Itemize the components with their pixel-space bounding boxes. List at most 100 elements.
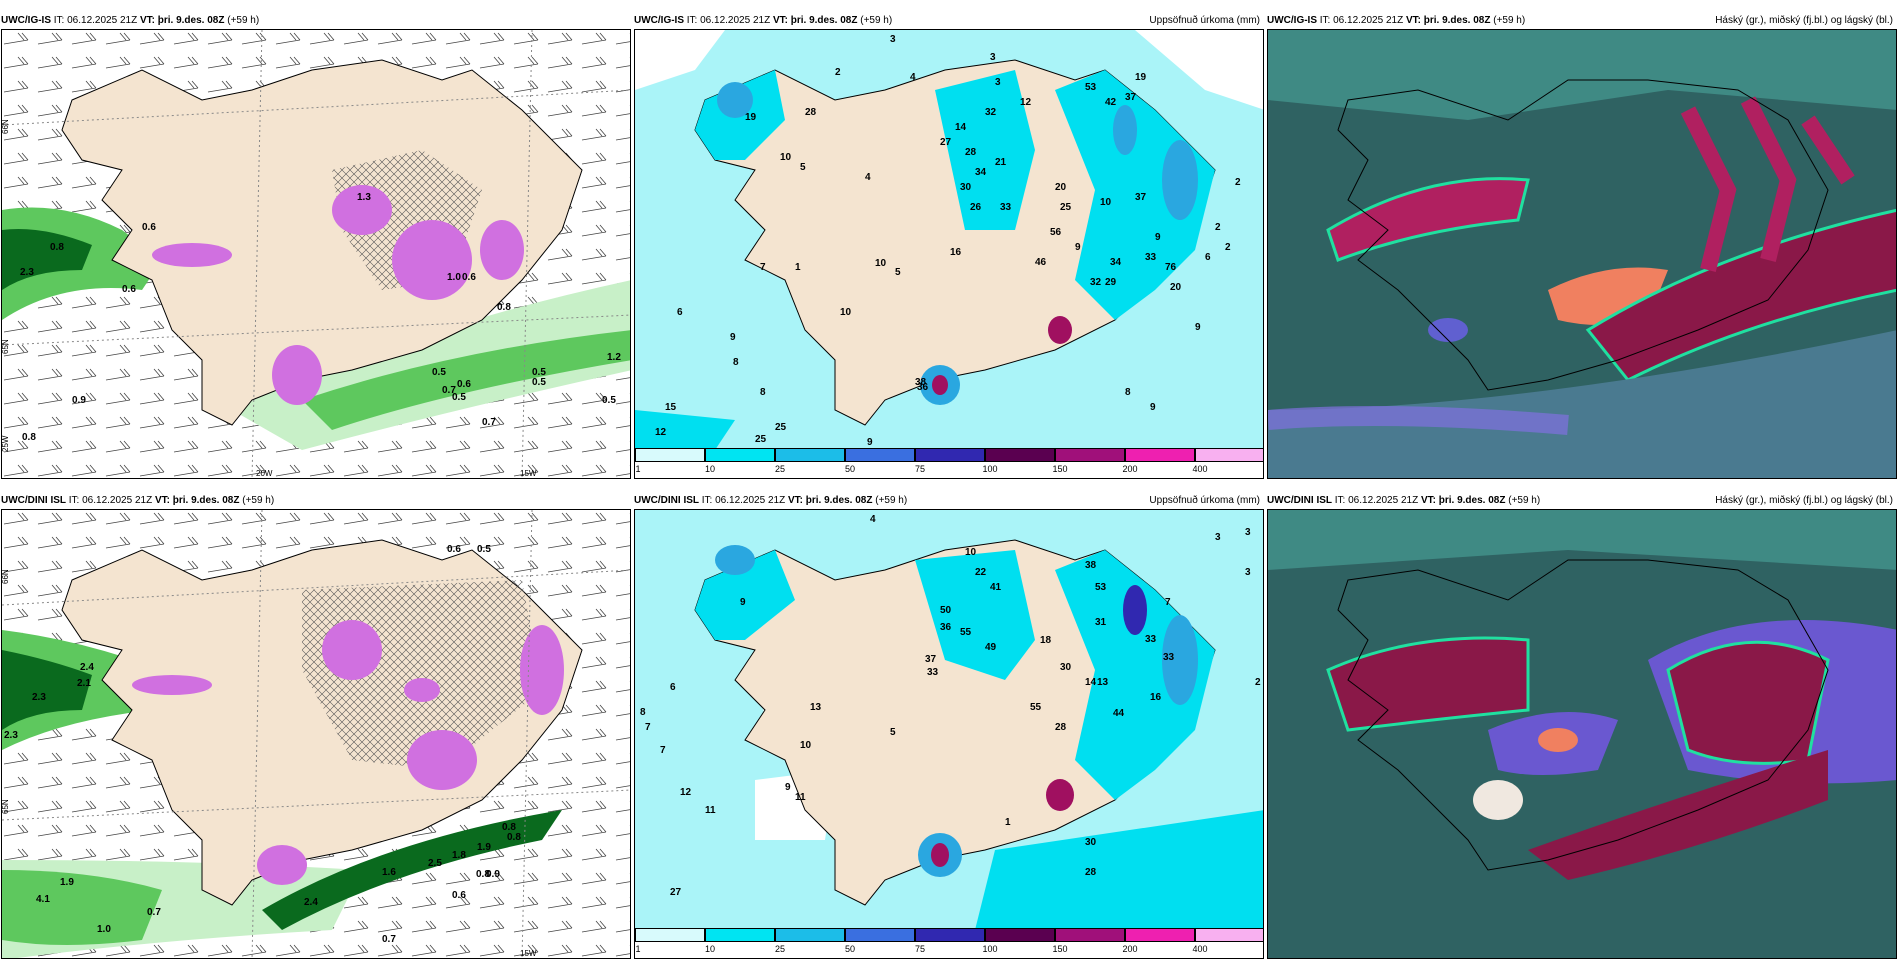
value-label: 3 xyxy=(890,34,896,45)
value-label: 10 xyxy=(780,152,792,163)
value-label: 25 xyxy=(775,422,787,433)
colorbar-swatch xyxy=(915,448,985,462)
value-label: 53 xyxy=(1095,582,1107,593)
value-label: 7 xyxy=(645,722,651,733)
value-label: 55 xyxy=(1030,702,1042,713)
value-label: 9 xyxy=(785,782,791,793)
value-label: 0.9 xyxy=(72,395,86,406)
value-label: 37 xyxy=(1125,92,1137,103)
colorbar-swatch xyxy=(915,928,985,942)
value-label: 22 xyxy=(975,567,987,578)
precip-purple-south xyxy=(257,845,307,885)
colorbar-tick: 75 xyxy=(914,464,926,474)
value-label: 0.6 xyxy=(457,379,471,390)
variable-title: Háský (gr.), miðský (fj.bl.) og lágský (… xyxy=(1715,15,1893,26)
colorbar-tick: 200 xyxy=(1122,944,1138,954)
value-label: 1.9 xyxy=(477,842,491,853)
colorbar-tick: 25 xyxy=(774,944,786,954)
colorbar-tick: 150 xyxy=(1052,464,1068,474)
value-label: 42 xyxy=(1105,97,1117,108)
lon-line xyxy=(521,30,533,478)
model-name: UWC/IG-IS xyxy=(1267,15,1317,26)
value-label: 12 xyxy=(655,427,667,438)
precip-purple-south xyxy=(272,345,322,405)
value-label: 2 xyxy=(1255,677,1261,688)
value-label: 0.6 xyxy=(452,890,466,901)
value-label: 3 xyxy=(990,52,996,63)
value-label: 10 xyxy=(965,547,977,558)
precip-purple-north xyxy=(332,185,392,235)
precip-purple-east xyxy=(392,220,472,300)
colorbar-swatch xyxy=(635,928,705,942)
value-label: 0.6 xyxy=(142,222,156,233)
value-label: 4 xyxy=(910,72,916,83)
axis-label: 20W xyxy=(256,469,273,478)
cloud-orange-spot xyxy=(1538,728,1578,752)
map-wind-precip: 2.4 2.1 2.3 2.3 1.9 4.1 1.0 0.7 2.4 1.6 … xyxy=(1,509,631,959)
precip-max-south xyxy=(932,375,948,395)
vt-value: þri. 9.des. 08Z xyxy=(157,15,225,26)
colorbar-tick: 10 xyxy=(704,464,716,474)
value-label: 0.5 xyxy=(532,367,546,378)
value-label: 9 xyxy=(1195,322,1201,333)
vt-value: þri. 9.des. 08Z xyxy=(1438,495,1506,506)
value-label: 16 xyxy=(950,247,962,258)
lead-time: (+59 h) xyxy=(1493,15,1526,26)
value-label: 27 xyxy=(940,137,952,148)
panel-bottom-clouds: UWC/DINI ISL IT: 06.12.2025 21Z VT: þri.… xyxy=(1267,494,1897,959)
value-label: 9 xyxy=(867,437,873,448)
value-label: 16 xyxy=(1150,692,1162,703)
panel-top-wind-precip: UWC/IG-IS IT: 06.12.2025 21Z VT: þri. 9.… xyxy=(1,14,631,479)
value-label: 49 xyxy=(985,642,997,653)
panel-title: UWC/DINI ISL IT: 06.12.2025 21Z VT: þri.… xyxy=(634,494,1264,508)
value-label: 6 xyxy=(670,682,676,693)
variable-title: Uppsöfnuð úrkoma (mm) xyxy=(1149,15,1260,26)
value-label: 12 xyxy=(1020,97,1032,108)
value-label: 2.3 xyxy=(32,692,46,703)
value-label: 9 xyxy=(1150,402,1156,413)
model-name: UWC/DINI ISL xyxy=(1,495,66,506)
value-label: 36 xyxy=(917,382,929,393)
precip-north xyxy=(935,70,1035,230)
value-label: 8 xyxy=(640,707,646,718)
value-label: 30 xyxy=(1085,837,1097,848)
value-label: 28 xyxy=(1055,722,1067,733)
value-label: 0.8 xyxy=(507,832,521,843)
axis-label: 65N xyxy=(2,339,10,354)
value-label: 6 xyxy=(677,307,683,318)
value-label: 1.2 xyxy=(607,352,621,363)
value-label: 2 xyxy=(835,67,841,78)
value-label: 4 xyxy=(870,514,876,525)
value-label: 33 xyxy=(927,667,939,678)
value-label: 37 xyxy=(925,654,937,665)
precip-max-se xyxy=(1046,779,1074,811)
panel-title: UWC/IG-IS IT: 06.12.2025 21Z VT: þri. 9.… xyxy=(1,14,631,28)
precip-blue-east xyxy=(1162,615,1198,705)
colorbar-swatch xyxy=(1055,928,1125,942)
cloud-mid-west xyxy=(1326,636,1530,732)
value-label: 34 xyxy=(975,167,987,178)
axis-label: 65N xyxy=(2,799,10,814)
map-svg: 3 2 4 3 38 28 10 19 5 53 42 37 19 14 32 … xyxy=(635,30,1263,450)
panel-top-accum-precip: UWC/IG-IS IT: 06.12.2025 21Z VT: þri. 9.… xyxy=(634,14,1264,479)
colorbar-tick: 1 xyxy=(635,944,641,954)
vt-label: VT: xyxy=(1405,15,1421,26)
value-label: 14 xyxy=(1085,677,1097,688)
value-label: 25 xyxy=(755,434,767,445)
it-label: IT: xyxy=(53,15,65,26)
value-label: 6 xyxy=(1205,252,1211,263)
colorbar-swatch xyxy=(635,448,705,462)
value-label: 13 xyxy=(810,702,822,713)
value-label: 0.8 xyxy=(476,869,490,880)
value-label: 11 xyxy=(705,805,716,816)
value-label: 1.3 xyxy=(357,192,371,203)
cloud-purple-band xyxy=(1268,406,1569,435)
value-label: 3 xyxy=(1245,527,1251,538)
value-label: 36 xyxy=(940,622,952,633)
colorbar-tick: 100 xyxy=(982,464,998,474)
value-label: 2.5 xyxy=(428,858,442,869)
value-label: 2.1 xyxy=(77,678,91,689)
value-label: 34 xyxy=(1110,257,1122,268)
colorbar-tick: 50 xyxy=(844,944,856,954)
colorbar-swatch xyxy=(705,928,775,942)
